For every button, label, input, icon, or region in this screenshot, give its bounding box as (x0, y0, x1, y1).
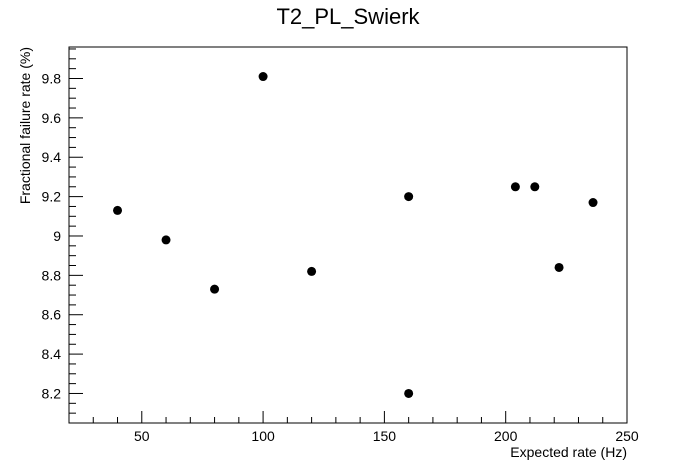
data-point (258, 72, 268, 82)
data-point (404, 192, 414, 202)
x-tick-label: 250 (615, 428, 639, 444)
data-point (307, 266, 317, 276)
y-tick-label: 8.2 (42, 385, 62, 401)
data-point (510, 182, 520, 192)
x-axis: 50 100 150 200 250 (68, 411, 639, 444)
y-tick-label: 9.2 (42, 189, 62, 205)
y-axis-label: Fractional failure rate (%) (17, 47, 33, 204)
y-tick-label: 8.8 (42, 267, 62, 283)
x-tick-label: 150 (373, 428, 397, 444)
x-axis-label: Expected rate (Hz) (510, 444, 627, 460)
data-point (113, 205, 123, 215)
y-tick-label: 9.8 (42, 70, 62, 86)
x-tick-label: 50 (134, 428, 150, 444)
plot-frame (68, 46, 628, 424)
y-tick-label: 8.6 (42, 307, 62, 323)
y-tick-label: 9.6 (42, 110, 62, 126)
data-point (210, 284, 220, 294)
y-tick-label: 9.4 (42, 149, 62, 165)
data-point (530, 182, 540, 192)
data-point (588, 198, 598, 208)
y-tick-label: 8.4 (42, 346, 62, 362)
data-points (113, 72, 598, 398)
y-axis: 8.2 8.4 8.6 8.8 9 9.2 9.4 9.6 9.8 (42, 48, 83, 424)
x-tick-label: 100 (251, 428, 275, 444)
x-tick-label: 200 (494, 428, 518, 444)
y-tick-label: 9 (53, 228, 61, 244)
data-point (161, 235, 171, 245)
chart-title: T2_PL_Swierk (276, 4, 420, 29)
data-point (404, 388, 414, 398)
data-point (554, 262, 564, 272)
